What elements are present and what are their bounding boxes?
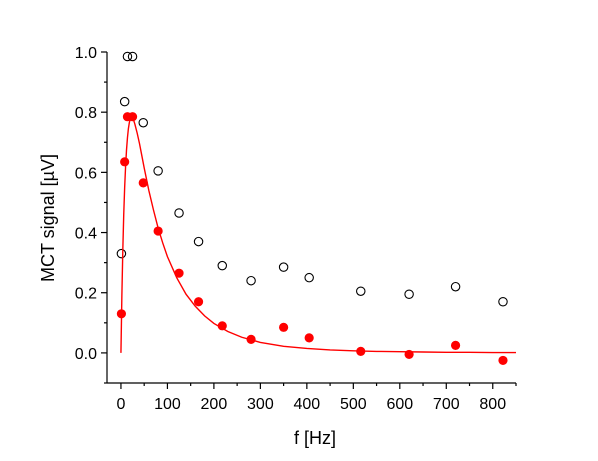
x-tick-label: 500: [340, 396, 367, 413]
open-circle-point: [153, 166, 163, 176]
x-tick-label: 400: [294, 396, 321, 413]
open-circle-point: [246, 275, 256, 286]
open-circle-point: [138, 117, 149, 128]
x-tick-label: 700: [433, 396, 460, 413]
open-circle-point: [498, 297, 508, 307]
open-circle-point: [404, 289, 414, 299]
x-tick-label: 200: [201, 396, 228, 413]
filled-circle-point: [120, 157, 130, 167]
open-circle-point: [127, 51, 138, 62]
filled-circle-point: [193, 297, 204, 307]
open-circle-point: [450, 281, 461, 292]
filled-circle-point: [279, 322, 289, 332]
x-tick-label: 0: [116, 396, 125, 413]
y-tick-label: 0.2: [75, 286, 97, 303]
y-tick-label: 0.4: [75, 226, 97, 243]
open-circle-point: [122, 51, 133, 62]
y-tick-label: 0.0: [75, 346, 97, 363]
open-circle-point: [193, 236, 204, 247]
y-tick-label: 0.8: [75, 105, 97, 122]
open-circle-point: [217, 260, 228, 271]
y-axis-label: MCT signal [µV]: [38, 154, 58, 282]
open-circle-point: [119, 96, 130, 107]
open-circle-point: [174, 208, 184, 218]
open-circle-point: [356, 286, 366, 296]
open-circle-point: [304, 272, 314, 283]
plot-area: [116, 51, 516, 366]
x-tick-label: 300: [247, 396, 274, 413]
open-circle-point: [278, 262, 289, 272]
axes: 0 100 200 300 400 500 600 700 800 0.0 0.2 0.4 0.6 0.8…: [75, 45, 517, 413]
x-tick-label: 800: [479, 396, 506, 413]
filled-circle-point: [498, 355, 508, 366]
filled-circle-point: [450, 340, 461, 350]
y-tick-label: 0.6: [75, 165, 97, 182]
x-tick-label: 100: [154, 396, 181, 413]
open-circle-point: [116, 248, 127, 259]
fit-curve-line: [120, 116, 516, 354]
x-axis-label: f [Hz]: [294, 428, 336, 448]
filled-circle-point: [304, 333, 314, 343]
x-tick-label: 600: [386, 396, 413, 413]
y-tick-label: 1.0: [75, 45, 97, 62]
